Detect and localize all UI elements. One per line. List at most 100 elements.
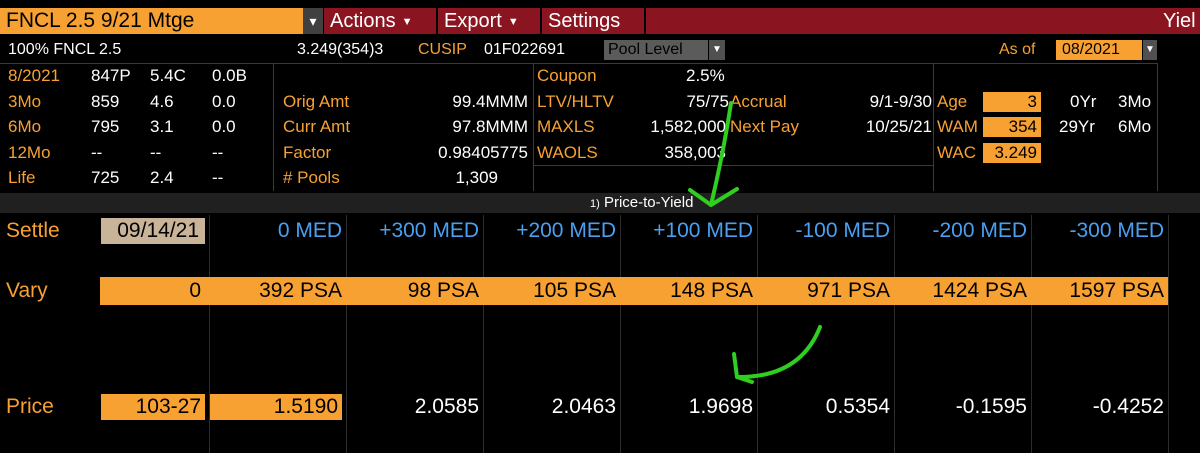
vary-cell[interactable]: 98 PSA [347,278,483,304]
col-divider [346,215,347,453]
pool-level-select[interactable]: Pool Level [604,40,708,60]
vary-label: Vary [6,279,48,302]
maxls-label: MAXLS [537,117,595,136]
settings-menu[interactable]: Settings [542,8,644,34]
export-caret-icon: ▼ [507,16,519,28]
prepay-row-c1: 859 [91,92,120,111]
grid-top-line [0,63,1158,64]
prepay-row-c2: 5.4C [150,66,186,85]
security-dropdown-icon[interactable]: ▾ [303,8,323,34]
scenario-header[interactable]: 0 MED [277,219,342,242]
grid-divider-4 [1157,63,1158,191]
prepay-row-c3: 0.0 [212,92,236,111]
vary-label-bg [0,277,100,305]
col-divider [757,215,758,453]
col-divider [620,215,621,453]
vary-cell[interactable]: 148 PSA [621,278,757,304]
accrual-value: 9/1-9/30 [869,92,932,111]
vary-cell[interactable]: 392 PSA [210,278,346,304]
vary-cell[interactable]: 1424 PSA [895,278,1031,304]
as-of-input[interactable]: 08/2021 [1056,40,1142,60]
grid-divider-2 [533,63,534,191]
settle-label: Settle [6,219,60,242]
wac-field[interactable]: 3.249 [983,143,1041,163]
prepay-row-label: 8/2021 [8,66,60,85]
actions-menu[interactable]: Actions ▼ [324,8,436,34]
orig-amt-value: 99.4MMM [452,92,528,111]
yield-cell: -0.1595 [955,395,1027,418]
ltv-label: LTV/HLTV [537,92,614,111]
curr-amt-value: 97.8MMM [452,117,528,136]
prepay-row-label: Life [8,168,36,187]
scenario-header[interactable]: +100 MED [653,219,753,242]
export-menu[interactable]: Export ▼ [438,8,540,34]
as-of-dropdown-icon[interactable]: ▼ [1143,40,1157,60]
scenario-header[interactable]: +200 MED [516,219,616,242]
wam-field[interactable]: 354 [983,117,1041,137]
waols-value: 358,003 [664,143,726,162]
next-pay-value: 10/25/21 [865,117,932,136]
wam-years: 29Yr [1059,117,1095,136]
prepay-row-c2: 4.6 [150,92,174,111]
wam-months: 6Mo [1118,117,1152,136]
settle-date-input[interactable]: 09/14/21 [101,218,205,244]
waols-label: WAOLS [537,143,598,162]
prepay-row-c1: 795 [91,117,120,136]
export-label: Export [444,10,502,32]
scenario-header[interactable]: +300 MED [379,219,479,242]
security-code: 3.249(354)3 [297,41,384,58]
accrual-label: Accrual [730,92,787,111]
vary-cell[interactable]: 971 PSA [758,278,894,304]
actions-label: Actions [330,10,396,32]
price-input[interactable]: 103-27 [101,394,205,420]
pools-value: 1,309 [455,168,498,187]
grid-divider-1 [273,63,274,191]
scenario-header[interactable]: -100 MED [795,219,890,242]
col-divider [1031,215,1032,453]
section-number: 1) [590,198,600,210]
age-months: 3Mo [1118,92,1152,111]
price-label: Price [6,395,54,418]
yield-cell: 1.5190 [210,394,342,420]
prepay-row-c1: 725 [91,168,120,187]
grid-inner-line [533,165,933,166]
cusip-value: 01F022691 [484,41,565,58]
col-divider [894,215,895,453]
section-title-text: Price-to-Yield [603,194,694,211]
annotation-arrow-down [688,101,739,207]
annotation-arrow-curve [732,325,822,384]
vary-input[interactable]: 0 [101,278,205,304]
yield-cell: 1.9698 [688,395,753,418]
prepay-row-label: 3Mo [8,92,42,111]
grid-divider-3 [933,63,934,191]
maxls-value: 1,582,000 [650,117,726,136]
pool-level-dropdown-icon[interactable]: ▼ [709,40,725,60]
vary-cell[interactable]: 105 PSA [484,278,620,304]
coupon-value: 2.5% [686,66,725,85]
prepay-row-c2: 2.4 [150,168,174,187]
vary-cell[interactable]: 1597 PSA [1032,278,1168,304]
age-years: 0Yr [1070,92,1097,111]
prepay-row-label: 12Mo [8,143,51,162]
prepay-row-label: 6Mo [8,117,42,136]
col-divider [483,215,484,453]
security-input[interactable]: FNCL 2.5 9/21 Mtge [0,8,303,34]
age-label: Age [937,92,968,111]
price-to-yield-title[interactable]: 1) Price-to-Yield [590,193,693,214]
yield-cell: 2.0585 [414,395,479,418]
toolbar-title-bar [646,8,1200,34]
col-divider [209,215,210,453]
prepay-row-c1: 847P [91,66,131,85]
scenario-header[interactable]: -300 MED [1069,219,1164,242]
yield-cell: -0.4252 [1092,395,1164,418]
scenario-header[interactable]: -200 MED [932,219,1027,242]
orig-amt-label: Orig Amt [283,92,350,111]
price-to-yield-bar[interactable] [0,193,1200,213]
as-of-label: As of [999,41,1036,58]
prepay-row-c3: 0.0B [212,66,247,85]
age-field[interactable]: 3 [983,92,1041,112]
pools-label: # Pools [283,168,340,187]
next-pay-label: Next Pay [730,117,799,136]
security-description: 100% FNCL 2.5 [8,41,122,58]
wac-label: WAC [937,143,977,162]
